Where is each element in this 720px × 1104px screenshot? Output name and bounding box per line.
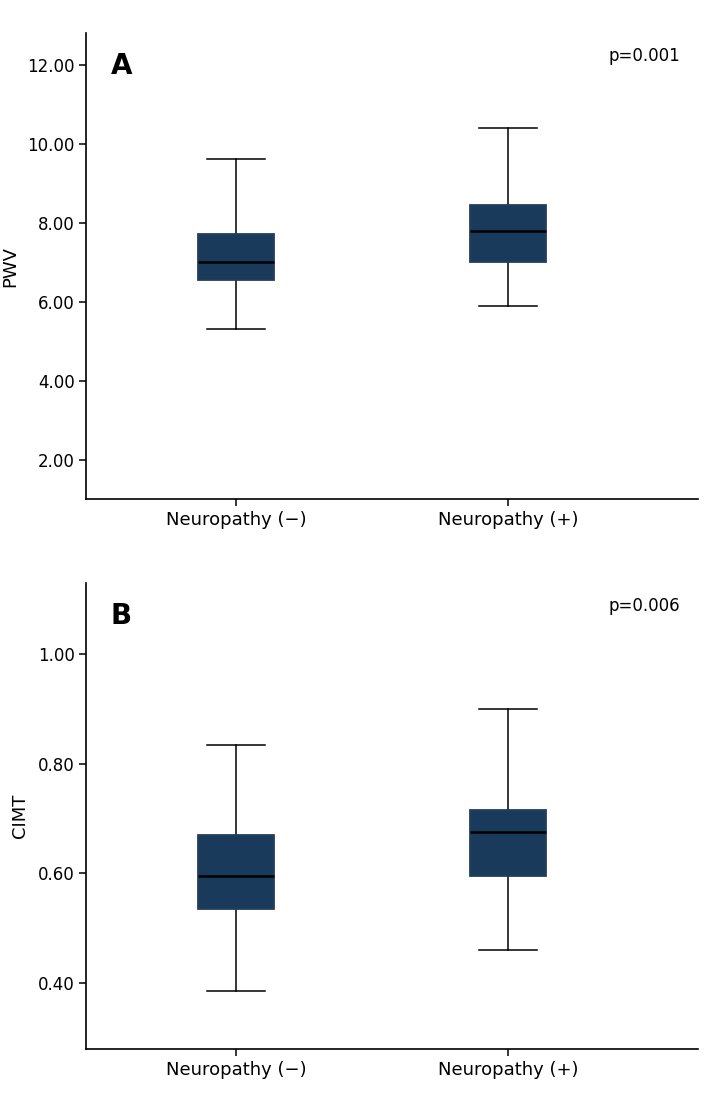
Bar bbox=[470, 205, 546, 262]
Text: p=0.006: p=0.006 bbox=[608, 597, 680, 615]
Text: B: B bbox=[111, 602, 132, 629]
Y-axis label: CIMT: CIMT bbox=[12, 794, 30, 838]
Text: A: A bbox=[111, 52, 132, 79]
Y-axis label: PWV: PWV bbox=[1, 245, 19, 287]
Bar bbox=[470, 810, 546, 877]
Text: p=0.001: p=0.001 bbox=[608, 47, 680, 65]
Bar bbox=[198, 234, 274, 280]
Bar bbox=[198, 835, 274, 909]
